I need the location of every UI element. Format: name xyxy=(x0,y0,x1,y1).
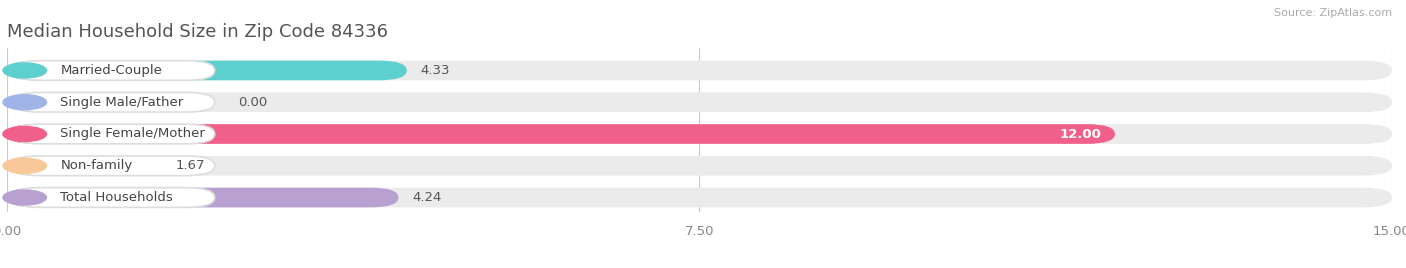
FancyBboxPatch shape xyxy=(7,156,1392,176)
FancyBboxPatch shape xyxy=(7,61,1392,80)
FancyBboxPatch shape xyxy=(7,124,1115,144)
FancyBboxPatch shape xyxy=(7,188,398,207)
FancyBboxPatch shape xyxy=(7,188,1392,207)
Circle shape xyxy=(3,95,46,110)
Circle shape xyxy=(3,126,46,142)
Text: Median Household Size in Zip Code 84336: Median Household Size in Zip Code 84336 xyxy=(7,23,388,41)
Circle shape xyxy=(3,63,46,78)
FancyBboxPatch shape xyxy=(11,124,215,144)
Text: Single Female/Mother: Single Female/Mother xyxy=(60,128,205,140)
Text: Single Male/Father: Single Male/Father xyxy=(60,96,184,109)
Text: Non-family: Non-family xyxy=(60,159,132,172)
Text: Source: ZipAtlas.com: Source: ZipAtlas.com xyxy=(1274,8,1392,18)
FancyBboxPatch shape xyxy=(11,92,215,112)
Text: 12.00: 12.00 xyxy=(1059,128,1101,140)
FancyBboxPatch shape xyxy=(7,92,1392,112)
Text: 0.00: 0.00 xyxy=(238,96,267,109)
FancyBboxPatch shape xyxy=(7,61,406,80)
FancyBboxPatch shape xyxy=(11,188,215,207)
Circle shape xyxy=(3,158,46,173)
FancyBboxPatch shape xyxy=(11,61,215,80)
Text: 4.33: 4.33 xyxy=(420,64,450,77)
Text: Married-Couple: Married-Couple xyxy=(60,64,162,77)
Text: Total Households: Total Households xyxy=(60,191,173,204)
FancyBboxPatch shape xyxy=(7,156,162,176)
Text: 4.24: 4.24 xyxy=(412,191,441,204)
Circle shape xyxy=(3,190,46,205)
FancyBboxPatch shape xyxy=(11,156,215,176)
FancyBboxPatch shape xyxy=(7,124,1392,144)
Text: 1.67: 1.67 xyxy=(176,159,204,172)
